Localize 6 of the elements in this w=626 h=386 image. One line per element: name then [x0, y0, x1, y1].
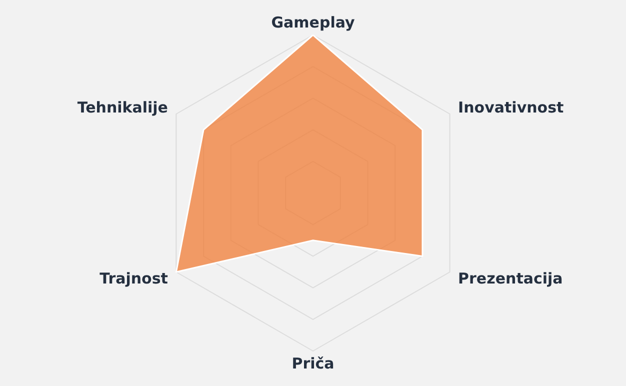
spoke-label: Tehnikalije: [77, 98, 168, 117]
spoke-label: Prezentacija: [458, 269, 563, 288]
spoke-label: Trajnost: [100, 269, 168, 288]
spoke-label: Priča: [292, 354, 334, 373]
spoke-label: Gameplay: [271, 13, 355, 32]
spoke-label: Inovativnost: [458, 98, 564, 117]
